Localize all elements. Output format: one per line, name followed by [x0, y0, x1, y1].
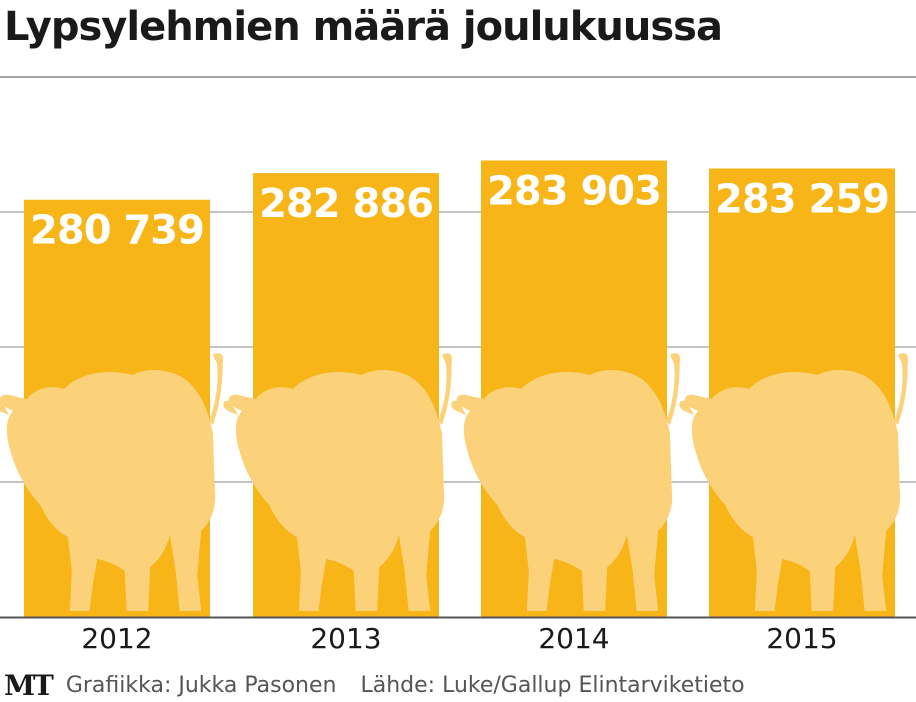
source-credit: Lähde: Luke/Gallup Elintarviketieto	[360, 672, 745, 698]
chart-title: Lypsylehmien määrä joulukuussa	[4, 4, 723, 50]
x-tick-label-2014: 2014	[538, 622, 609, 655]
value-label-2013: 282 886	[259, 181, 433, 227]
x-tick-label-2013: 2013	[310, 622, 381, 655]
x-tick-label-2015: 2015	[766, 622, 837, 655]
bar-chart: 280 739 282 886 283 903 283 259 2012 2013 201…	[0, 76, 916, 655]
value-label-2014: 283 903	[487, 169, 661, 215]
graphic-credit: Grafiikka: Jukka Pasonen	[65, 672, 337, 698]
value-label-2015: 283 259	[715, 176, 889, 222]
x-tick-label-2012: 2012	[81, 622, 152, 655]
value-label-2012: 280 739	[30, 208, 204, 254]
footer: MT Grafiikka: Jukka Pasonen Lähde: Luke/…	[4, 668, 745, 702]
mt-logo: MT	[4, 668, 54, 702]
